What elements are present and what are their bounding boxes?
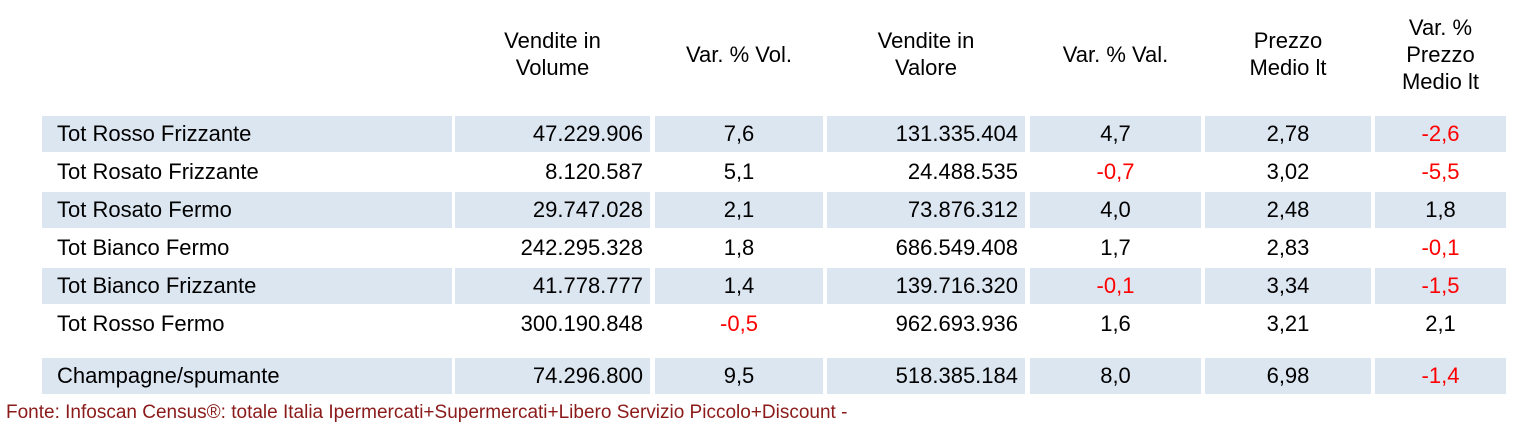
cell: 6,98 <box>1205 358 1371 394</box>
cell: 139.716.320 <box>827 268 1025 304</box>
cell: 131.335.404 <box>827 116 1025 152</box>
cell: 29.747.028 <box>455 192 650 228</box>
row-label: Champagne/spumante <box>42 358 452 394</box>
column-header: Var. % Val. <box>1030 14 1201 94</box>
column-header: Vendite in Volume <box>455 14 650 94</box>
cell: -0,1 <box>1030 268 1201 304</box>
cell: -0,5 <box>720 311 758 336</box>
cell: 3,02 <box>1266 159 1310 184</box>
cell: 3,34 <box>1205 268 1371 304</box>
cell: 3,21 <box>1266 311 1310 336</box>
cell: -2,6 <box>1375 116 1506 152</box>
column-header: Var. % Prezzo Medio lt <box>1375 0 1506 108</box>
row-label: Tot Rosso Frizzante <box>42 116 452 152</box>
cell: 2,78 <box>1205 116 1371 152</box>
header-line: Prezzo <box>1406 41 1475 67</box>
column-header: Prezzo Medio lt <box>1205 14 1371 94</box>
header-line: Var. % Vol. <box>686 41 792 67</box>
cell: 1,6 <box>1100 311 1131 336</box>
header-line: Medio lt <box>1249 55 1327 80</box>
cell: 73.876.312 <box>827 192 1025 228</box>
cell: 8.120.587 <box>545 159 643 184</box>
cell: 4,7 <box>1030 116 1201 152</box>
cell: 9,5 <box>655 358 823 394</box>
column-header: Var. % Vol. <box>655 14 823 94</box>
cell: 242.295.328 <box>520 235 643 260</box>
row-label: Tot Bianco Frizzante <box>42 268 452 304</box>
cell: 518.385.184 <box>827 358 1025 394</box>
cell: 1,4 <box>655 268 823 304</box>
header-line: Var. % Val. <box>1062 41 1169 67</box>
cell: -1,5 <box>1375 268 1506 304</box>
header-line: Medio lt <box>1401 68 1480 94</box>
cell: -0,7 <box>1096 159 1135 184</box>
cell: 41.778.777 <box>455 268 650 304</box>
cell: 2,83 <box>1266 235 1310 260</box>
cell: 2,1 <box>655 192 823 228</box>
row-label: Tot Rosato Frizzante <box>57 159 259 184</box>
cell: 962.693.936 <box>895 311 1018 336</box>
header-line: Vendite in <box>877 28 975 53</box>
header-line: Prezzo <box>1253 28 1323 53</box>
cell: 2,1 <box>1425 311 1456 336</box>
header-line: Vendite in <box>504 28 601 53</box>
cell: 300.190.848 <box>520 311 643 336</box>
cell: -0,1 <box>1421 235 1460 260</box>
cell: -5,5 <box>1421 159 1460 184</box>
footnote: Fonte: Infoscan Census®: totale Italia I… <box>6 402 848 423</box>
cell: 4,0 <box>1030 192 1201 228</box>
column-header: Vendite in Valore <box>827 14 1025 94</box>
cell: -1,4 <box>1375 358 1506 394</box>
header-line: Valore <box>895 55 957 80</box>
header-line: Volume <box>515 55 590 80</box>
cell: 24.488.535 <box>907 159 1018 184</box>
row-label: Tot Rosato Fermo <box>42 192 452 228</box>
row-label: Tot Bianco Fermo <box>57 235 230 260</box>
cell: 1,8 <box>723 235 755 260</box>
cell: 7,6 <box>655 116 823 152</box>
cell: 686.549.408 <box>895 235 1018 260</box>
cell: 8,0 <box>1030 358 1201 394</box>
cell: 1,7 <box>1100 235 1131 260</box>
cell: 74.296.800 <box>455 358 650 394</box>
cell: 47.229.906 <box>455 116 650 152</box>
cell: 2,48 <box>1205 192 1371 228</box>
row-label: Tot Rosso Fermo <box>57 311 225 336</box>
cell: 1,8 <box>1375 192 1506 228</box>
cell: 5,1 <box>723 159 755 184</box>
header-line: Var. % <box>1408 14 1473 40</box>
